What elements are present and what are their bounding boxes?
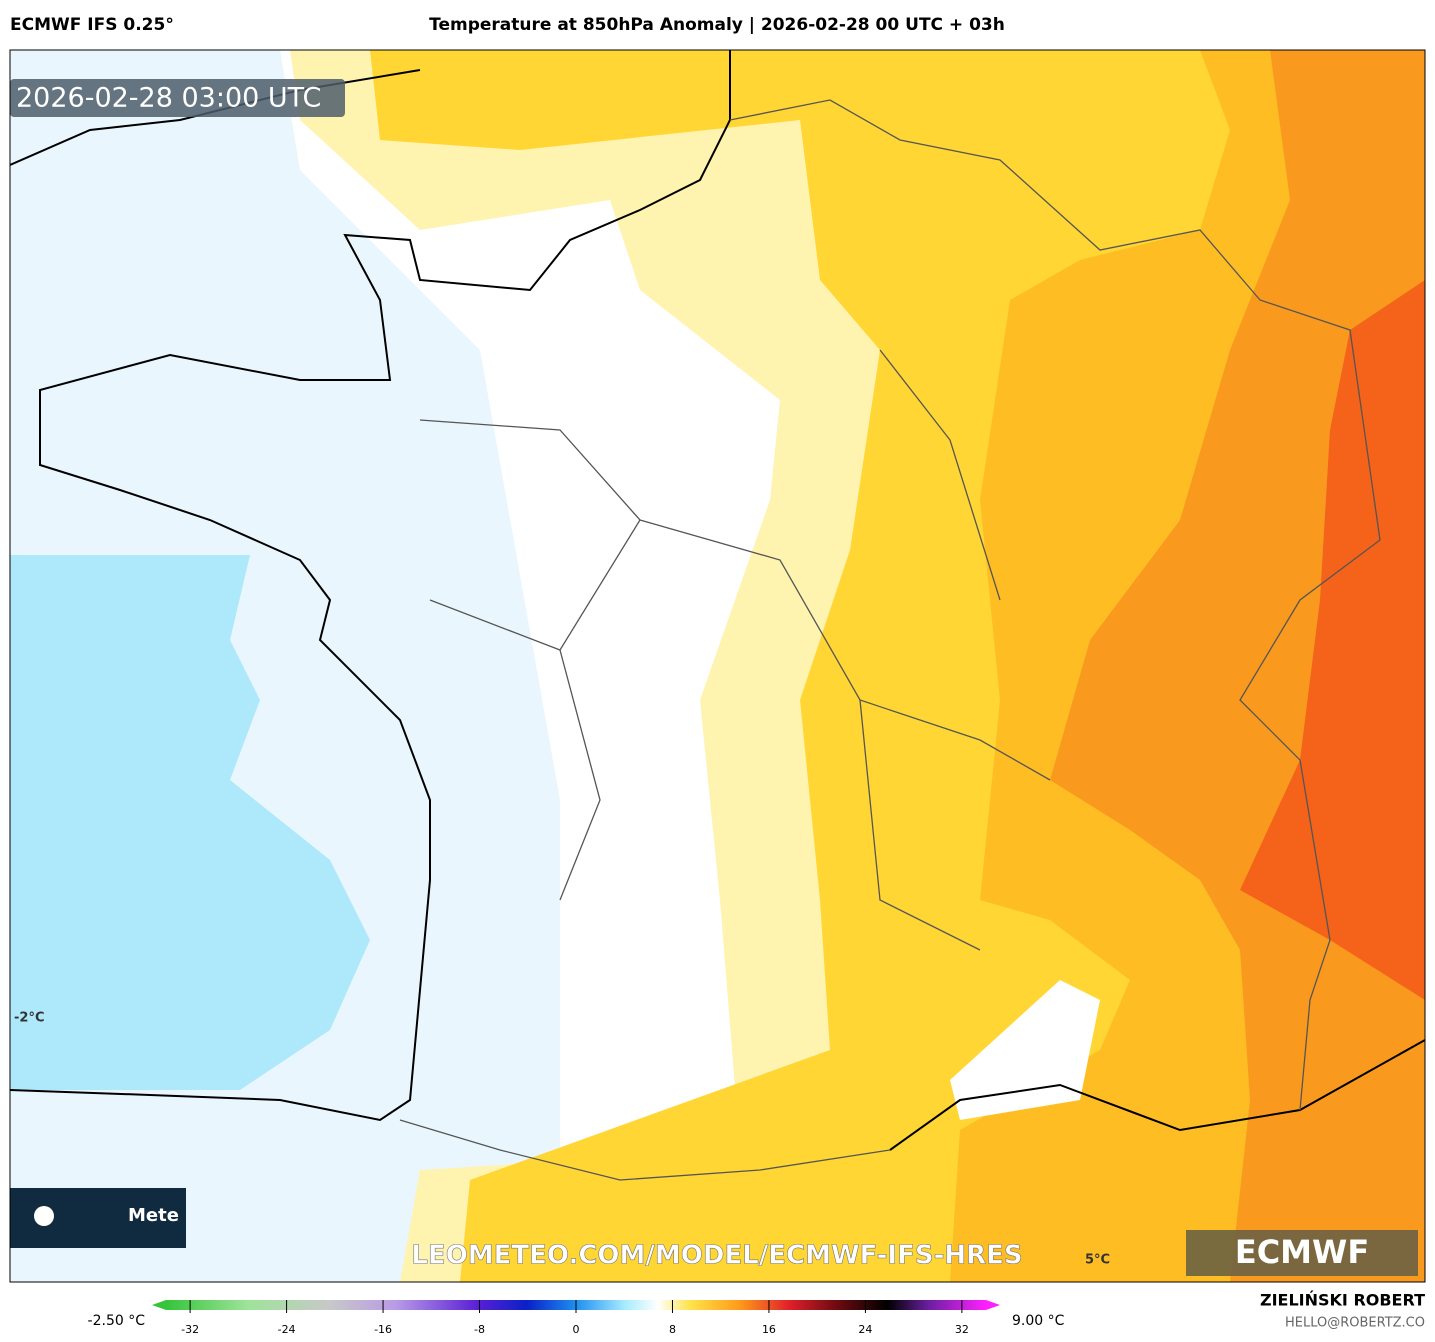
colorbar-min: -2.50 °C <box>88 1313 146 1329</box>
model-name: ECMWF IFS 0.25° <box>10 15 174 35</box>
colorbar-low-arrow <box>152 1300 166 1310</box>
colorbar-tick-label: 0 <box>573 1323 580 1336</box>
borders <box>399 99 1381 1181</box>
author: ZIELIŃSKI ROBERT <box>1260 1291 1425 1310</box>
neutral-area <box>280 50 780 1160</box>
contact: HELLO@ROBERTZ.CO <box>1285 1316 1425 1331</box>
colorbar-tick-label: 32 <box>955 1323 969 1336</box>
valid-time: 2026-02-28 03:00 UTC <box>16 83 321 114</box>
watermark: LEOMETEO.COM/MODEL/ECMWF-IFS-HRES <box>411 1241 1022 1271</box>
ecmwf-logo: ECMWF <box>1235 1233 1369 1271</box>
map: 2026-02-28 03:00 UTC -2°C 5°C Mete LEOME… <box>10 50 1425 1282</box>
time-badge <box>10 79 345 117</box>
map-title: Temperature at 850hPa Anomaly | 2026-02-… <box>429 15 1005 35</box>
warm-area-5 <box>1240 280 1425 1000</box>
warm-area-4 <box>1050 50 1425 1282</box>
map-frame <box>9 49 1426 1283</box>
contour-label: 5°C <box>1085 1253 1110 1268</box>
colorbar: -32 -24 -16 -8 0 8 16 24 32 <box>152 1300 1000 1336</box>
colorbar-tick-label: -32 <box>181 1323 199 1336</box>
colorbar-max: 9.00 °C <box>1012 1313 1065 1329</box>
colorbar-tick-label: -24 <box>278 1323 296 1336</box>
colorbar-tick-label: 24 <box>858 1323 872 1336</box>
logo-text: Mete <box>128 1205 179 1226</box>
colorbar-tick-label: 16 <box>762 1323 776 1336</box>
colorbar-tick-label: -16 <box>374 1323 392 1336</box>
ecmwf-logo-box <box>1186 1230 1418 1276</box>
colorbar-tick-label: -8 <box>474 1323 485 1336</box>
logo-icon <box>34 1206 54 1226</box>
cold-area <box>10 555 370 1090</box>
colorbar-high-arrow <box>986 1300 1000 1310</box>
contour-label: -2°C <box>14 1011 44 1026</box>
colorbar-tick-label: 8 <box>669 1323 676 1336</box>
